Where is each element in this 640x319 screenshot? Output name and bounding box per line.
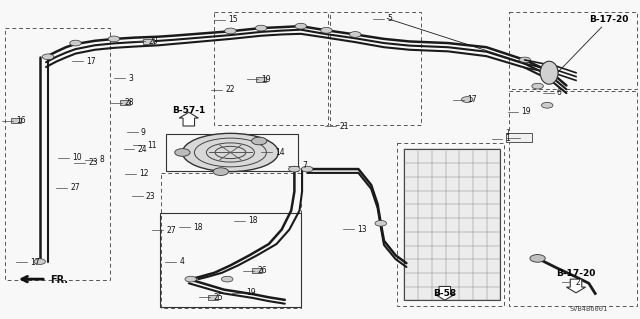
Text: 1: 1 xyxy=(506,129,510,135)
Circle shape xyxy=(175,149,190,156)
Circle shape xyxy=(461,97,473,102)
Text: 28: 28 xyxy=(125,98,134,107)
Bar xyxy=(11,118,21,123)
Bar xyxy=(252,268,262,273)
Text: 17: 17 xyxy=(467,95,477,104)
Text: 10: 10 xyxy=(72,153,82,162)
Circle shape xyxy=(225,28,236,34)
Bar xyxy=(256,77,266,82)
Text: 19: 19 xyxy=(522,107,531,116)
Bar xyxy=(330,12,421,125)
Text: 9: 9 xyxy=(141,128,146,137)
Text: 15: 15 xyxy=(228,15,237,24)
Text: 19: 19 xyxy=(246,288,256,297)
Text: B-58: B-58 xyxy=(433,289,456,298)
Circle shape xyxy=(221,276,233,282)
Text: 17: 17 xyxy=(30,258,40,267)
Text: 22: 22 xyxy=(225,85,235,94)
Circle shape xyxy=(532,83,543,89)
Circle shape xyxy=(289,166,300,172)
Text: 19: 19 xyxy=(261,75,271,84)
FancyArrow shape xyxy=(435,286,454,300)
Circle shape xyxy=(255,25,267,31)
Text: 20: 20 xyxy=(148,37,158,46)
Bar xyxy=(506,133,532,142)
Text: 13: 13 xyxy=(357,225,367,234)
Circle shape xyxy=(34,259,45,264)
Bar xyxy=(143,39,154,44)
Text: 2: 2 xyxy=(576,278,580,287)
Text: 17: 17 xyxy=(86,57,96,66)
Circle shape xyxy=(301,166,313,172)
Bar xyxy=(120,100,130,105)
Circle shape xyxy=(213,168,228,175)
Circle shape xyxy=(108,36,120,42)
Text: FR.: FR. xyxy=(50,275,68,285)
Bar xyxy=(509,12,637,89)
Circle shape xyxy=(70,40,81,46)
Text: 26: 26 xyxy=(257,266,267,275)
Circle shape xyxy=(42,54,54,60)
Text: 3: 3 xyxy=(128,74,133,83)
Text: 8: 8 xyxy=(99,155,104,164)
Circle shape xyxy=(252,137,267,145)
Bar xyxy=(160,213,301,307)
Bar xyxy=(5,28,110,280)
Text: 14: 14 xyxy=(275,148,285,157)
Text: 18: 18 xyxy=(248,216,258,225)
Text: 16: 16 xyxy=(16,116,26,125)
Circle shape xyxy=(519,57,531,63)
Bar xyxy=(509,91,637,306)
Text: 6: 6 xyxy=(557,88,562,97)
Text: B-17-20: B-17-20 xyxy=(589,15,629,24)
Circle shape xyxy=(321,27,332,33)
Text: SVB4B6001: SVB4B6001 xyxy=(570,306,608,312)
Text: B-57-1: B-57-1 xyxy=(172,106,205,115)
Text: 12: 12 xyxy=(140,169,149,178)
Text: 27: 27 xyxy=(70,183,80,192)
Circle shape xyxy=(295,23,307,29)
Circle shape xyxy=(185,276,196,282)
Text: 23: 23 xyxy=(146,192,156,201)
Bar xyxy=(397,143,504,306)
Text: 5: 5 xyxy=(387,14,392,23)
Text: B-17-20: B-17-20 xyxy=(556,269,596,278)
Bar xyxy=(208,295,218,300)
Ellipse shape xyxy=(540,61,558,84)
Text: 21: 21 xyxy=(339,122,349,130)
Text: 27: 27 xyxy=(166,226,176,235)
Circle shape xyxy=(375,220,387,226)
Circle shape xyxy=(530,255,545,262)
Bar xyxy=(404,149,500,300)
Text: 25: 25 xyxy=(213,293,223,302)
FancyArrow shape xyxy=(179,112,198,126)
Bar xyxy=(166,134,298,171)
FancyArrow shape xyxy=(566,279,586,293)
Bar xyxy=(214,12,328,125)
Text: 11: 11 xyxy=(147,141,157,150)
Text: 1: 1 xyxy=(506,134,510,143)
Bar xyxy=(161,173,301,308)
Text: 7: 7 xyxy=(302,161,307,170)
Text: 18: 18 xyxy=(193,223,203,232)
Text: 23: 23 xyxy=(88,158,98,167)
Circle shape xyxy=(541,102,553,108)
Text: 4: 4 xyxy=(179,257,184,266)
Circle shape xyxy=(349,32,361,37)
Ellipse shape xyxy=(182,133,278,172)
Text: 24: 24 xyxy=(138,145,147,154)
